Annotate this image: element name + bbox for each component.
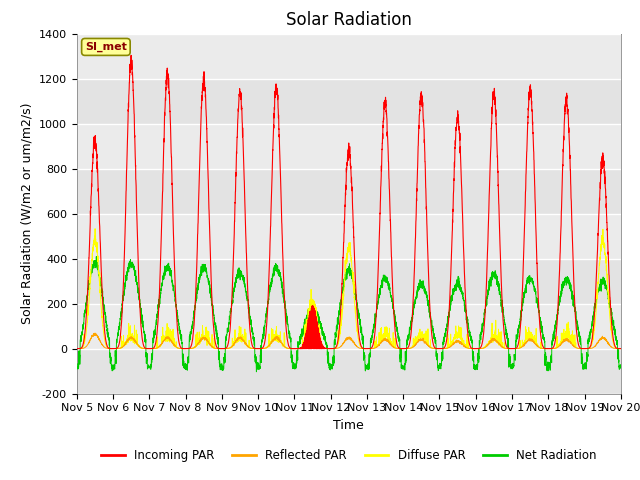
X-axis label: Time: Time — [333, 419, 364, 432]
Text: SI_met: SI_met — [85, 42, 127, 52]
Bar — [77, 79, 621, 123]
Bar — [77, 259, 621, 303]
Bar — [77, 168, 621, 214]
Bar — [77, 348, 621, 394]
Y-axis label: Solar Radiation (W/m2 or um/m2/s): Solar Radiation (W/m2 or um/m2/s) — [20, 103, 33, 324]
Legend: Incoming PAR, Reflected PAR, Diffuse PAR, Net Radiation: Incoming PAR, Reflected PAR, Diffuse PAR… — [96, 444, 602, 467]
Title: Solar Radiation: Solar Radiation — [286, 11, 412, 29]
